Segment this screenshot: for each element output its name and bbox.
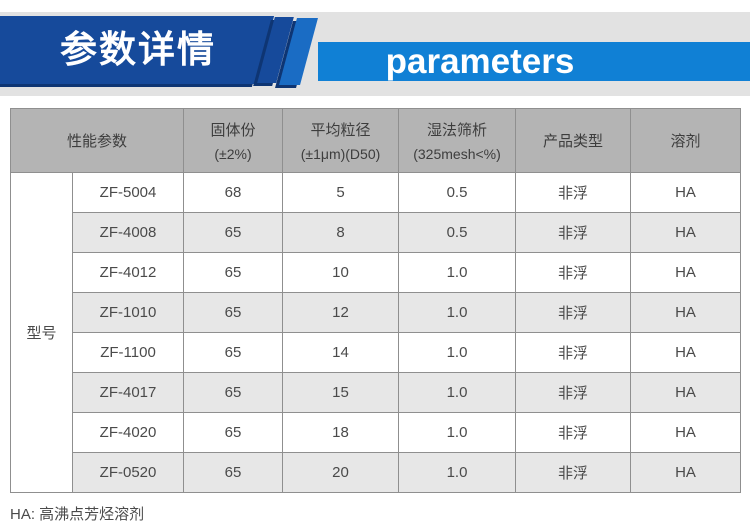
cell-wet: 1.0 [398, 332, 517, 373]
cell-solvent: HA [630, 452, 742, 493]
cell-wet: 1.0 [398, 252, 517, 293]
cell-model: ZF-5004 [71, 172, 185, 213]
cell-particle: 15 [282, 372, 400, 413]
cell-model: ZF-4020 [71, 412, 185, 453]
table-row: ZF-4008 65 8 0.5 非浮 HA [11, 212, 742, 253]
table-row: 型号 ZF-5004 68 5 0.5 非浮 HA [10, 172, 742, 493]
header-particle-size: 平均粒径 (±1μm)(D50) [282, 108, 400, 173]
cell-type: 非浮 [515, 292, 632, 333]
cell-solvent: HA [630, 212, 742, 253]
header-performance-params: 性能参数 [9, 108, 185, 173]
cell-wet: 1.0 [398, 412, 517, 453]
cell-solvent: HA [630, 252, 742, 293]
cell-solvent: HA [630, 372, 742, 413]
cell-solvent: HA [630, 412, 742, 453]
cell-particle: 5 [282, 172, 400, 213]
cell-type: 非浮 [515, 412, 632, 453]
cell-type: 非浮 [515, 332, 632, 373]
cell-type: 非浮 [515, 452, 632, 493]
cell-type: 非浮 [515, 252, 632, 293]
cell-solid: 65 [183, 292, 284, 333]
row-label-model: 型号 [10, 172, 73, 493]
cell-type: 非浮 [515, 172, 632, 213]
cell-model: ZF-1010 [71, 292, 185, 333]
cell-solid: 65 [183, 212, 284, 253]
cell-wet: 0.5 [398, 212, 517, 253]
header-solvent: 溶剂 [630, 108, 742, 173]
cell-model: ZF-1100 [71, 332, 185, 373]
table-row: ZF-4012 65 10 1.0 非浮 HA [11, 252, 742, 293]
cell-type: 非浮 [515, 212, 632, 253]
cell-wet: 1.0 [398, 452, 517, 493]
header-wet-sieve: 湿法筛析 (325mesh<%) [398, 108, 517, 173]
table-row: ZF-0520 65 20 1.0 非浮 HA [11, 452, 742, 493]
cell-solid: 65 [183, 452, 284, 493]
header-solid-content: 固体份 (±2%) [183, 108, 284, 173]
cell-solid: 65 [183, 332, 284, 373]
cell-solvent: HA [630, 332, 742, 373]
cell-solvent: HA [630, 292, 742, 333]
cell-model: ZF-4008 [71, 212, 185, 253]
cell-model: ZF-4017 [71, 372, 185, 413]
cell-particle: 8 [282, 212, 400, 253]
cell-particle: 14 [282, 332, 400, 373]
table-row: ZF-1100 65 14 1.0 非浮 HA [11, 332, 742, 373]
table-header-row: 性能参数 固体份 (±2%) 平均粒径 (±1μm)(D50) 湿法筛析 (32… [9, 108, 742, 173]
cell-model: ZF-0520 [71, 452, 185, 493]
cell-solvent: HA [630, 172, 742, 213]
cell-solid: 68 [183, 172, 284, 213]
table-row: ZF-4017 65 15 1.0 非浮 HA [11, 372, 742, 413]
table-row: ZF-1010 65 12 1.0 非浮 HA [11, 292, 742, 333]
cell-wet: 0.5 [398, 172, 517, 213]
cell-particle: 10 [282, 252, 400, 293]
cell-solid: 65 [183, 372, 284, 413]
cell-solid: 65 [183, 252, 284, 293]
banner-title-en: parameters [385, 42, 575, 81]
cell-particle: 20 [282, 452, 400, 493]
cell-particle: 12 [282, 292, 400, 333]
table-row: ZF-4020 65 18 1.0 非浮 HA [11, 412, 742, 453]
cell-solid: 65 [183, 412, 284, 453]
cell-wet: 1.0 [398, 292, 517, 333]
header-product-type: 产品类型 [515, 108, 632, 173]
cell-type: 非浮 [515, 372, 632, 413]
banner-blue-bar [318, 42, 750, 81]
cell-model: ZF-4012 [71, 252, 185, 293]
banner-title-cn: 参数详情 [60, 29, 216, 70]
parameters-table: 性能参数 固体份 (±2%) 平均粒径 (±1μm)(D50) 湿法筛析 (32… [9, 108, 742, 493]
cell-particle: 18 [282, 412, 400, 453]
footnote: HA: 高沸点芳烃溶剂 [10, 506, 145, 523]
cell-wet: 1.0 [398, 372, 517, 413]
